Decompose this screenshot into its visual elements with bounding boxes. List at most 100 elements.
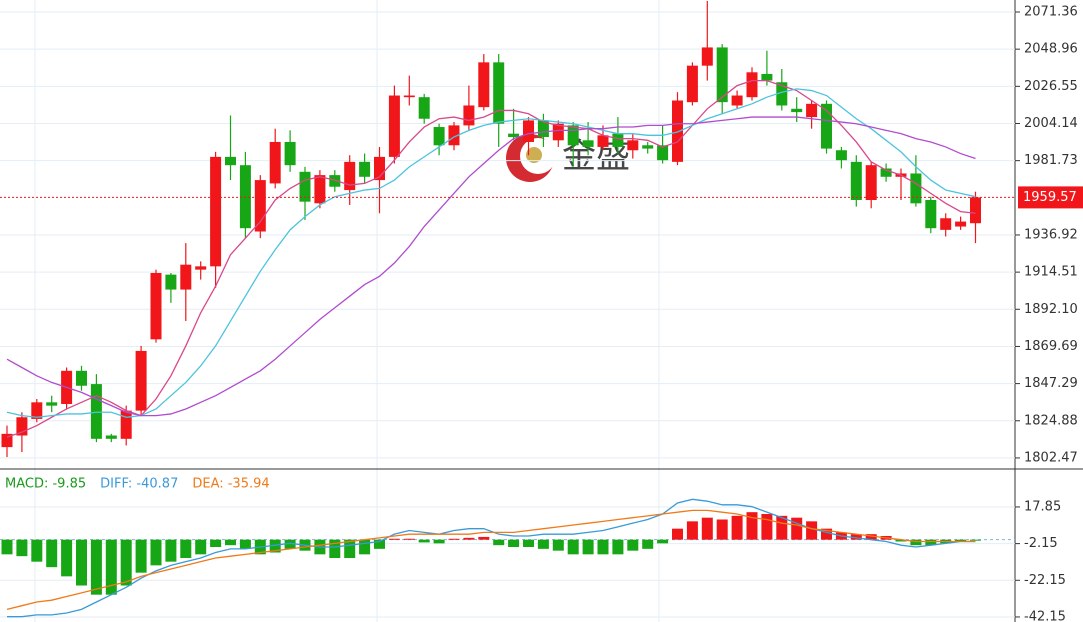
candle-body bbox=[284, 141, 296, 166]
candle-body bbox=[76, 370, 87, 386]
y-tick-label: -22.15 bbox=[1024, 573, 1066, 588]
candle-body bbox=[880, 168, 892, 177]
logo-dot bbox=[526, 147, 542, 163]
candle-body bbox=[761, 73, 773, 81]
macd-bar bbox=[850, 534, 862, 540]
candle-body bbox=[910, 173, 922, 204]
macd-bar bbox=[269, 539, 281, 553]
macd-bar bbox=[329, 539, 341, 559]
candle-body bbox=[597, 135, 609, 147]
candle-body bbox=[955, 221, 967, 227]
y-tick-label: 1824.88 bbox=[1024, 413, 1078, 428]
macd-bar bbox=[284, 539, 296, 549]
candle-body bbox=[493, 62, 505, 124]
candle-body bbox=[970, 197, 981, 224]
macd-bar bbox=[701, 517, 713, 540]
macd-bar bbox=[418, 539, 430, 543]
candle-body bbox=[388, 95, 400, 157]
y-tick-label: -42.15 bbox=[1024, 609, 1066, 622]
macd-bar bbox=[180, 539, 192, 559]
macd-bar bbox=[374, 539, 385, 549]
legend-entry: DIFF: -40.87 bbox=[100, 477, 178, 492]
candle-body bbox=[418, 97, 430, 119]
macd-bar bbox=[552, 539, 564, 551]
candle-body bbox=[806, 103, 818, 118]
y-tick-label: 2048.96 bbox=[1024, 42, 1078, 57]
macd-bar bbox=[448, 538, 460, 540]
macd-bar bbox=[493, 539, 505, 546]
candle-body bbox=[269, 141, 281, 184]
macd-bar bbox=[359, 539, 371, 555]
y-tick-label: 17.85 bbox=[1024, 499, 1061, 514]
y-tick-label: 1981.73 bbox=[1024, 153, 1078, 168]
macd-bar bbox=[388, 538, 400, 540]
candle-body bbox=[537, 120, 549, 137]
candle-body bbox=[940, 218, 952, 230]
candle-body bbox=[105, 435, 117, 439]
candle-body bbox=[210, 156, 222, 267]
candle-body bbox=[165, 274, 177, 290]
y-tick-label: 1892.10 bbox=[1024, 302, 1078, 317]
line bbox=[6, 88, 976, 418]
macd-bar bbox=[761, 514, 773, 540]
macd-bar bbox=[31, 539, 43, 562]
candle-body bbox=[701, 47, 713, 66]
macd-bar bbox=[150, 539, 162, 566]
candle-body bbox=[716, 47, 728, 103]
candle-body bbox=[46, 402, 58, 406]
y-tick-label: 1914.51 bbox=[1024, 265, 1078, 280]
macd-bar bbox=[612, 539, 624, 555]
legend-entry: MACD: -9.85 bbox=[5, 477, 86, 492]
candle-body bbox=[582, 140, 594, 147]
macd-bar bbox=[746, 512, 758, 540]
candle-body bbox=[731, 95, 743, 106]
candle-body bbox=[16, 417, 28, 436]
candle-body bbox=[925, 200, 937, 229]
macd-bar bbox=[865, 534, 877, 540]
candle-body bbox=[657, 145, 669, 161]
candle-body bbox=[642, 145, 654, 149]
macd-bar bbox=[567, 539, 579, 555]
macd-bar bbox=[776, 515, 788, 540]
candle-body bbox=[791, 108, 803, 113]
candle-body bbox=[314, 175, 326, 204]
macd-bar bbox=[597, 539, 609, 555]
candle-body bbox=[254, 180, 266, 232]
macd-bar bbox=[46, 539, 58, 568]
candle-body bbox=[225, 156, 236, 166]
y-tick-label: 1802.47 bbox=[1024, 450, 1078, 465]
candle-body bbox=[1, 433, 13, 448]
candle-body bbox=[627, 140, 639, 151]
candle-body bbox=[195, 266, 207, 270]
candle-body bbox=[150, 272, 162, 340]
macd-bar bbox=[523, 539, 534, 548]
macd-bar bbox=[895, 539, 907, 542]
candle-body bbox=[31, 402, 43, 419]
line bbox=[6, 509, 976, 610]
candle-body bbox=[612, 133, 624, 147]
line bbox=[6, 79, 976, 438]
macd-bar bbox=[955, 539, 967, 542]
macd-bar bbox=[433, 539, 445, 544]
candle-body bbox=[135, 350, 147, 411]
macd-bar bbox=[925, 539, 937, 546]
candle-body bbox=[403, 95, 415, 98]
macd-bar bbox=[105, 539, 117, 595]
macd-bar bbox=[403, 538, 415, 540]
candle-body bbox=[686, 65, 698, 103]
macd-bar bbox=[686, 521, 698, 540]
macd-bar bbox=[627, 539, 639, 551]
candle-body bbox=[239, 165, 251, 229]
macd-bar bbox=[1, 539, 13, 555]
candle-body bbox=[180, 264, 192, 290]
candle-body bbox=[821, 103, 832, 149]
macd-bar bbox=[120, 539, 132, 586]
macd-bar bbox=[478, 536, 490, 540]
y-tick-label: 2071.36 bbox=[1024, 5, 1078, 20]
macd-bar bbox=[582, 539, 594, 555]
candle-body bbox=[90, 384, 102, 439]
candle-body bbox=[433, 127, 445, 146]
macd-bar bbox=[210, 539, 222, 548]
candle-body bbox=[329, 175, 341, 187]
